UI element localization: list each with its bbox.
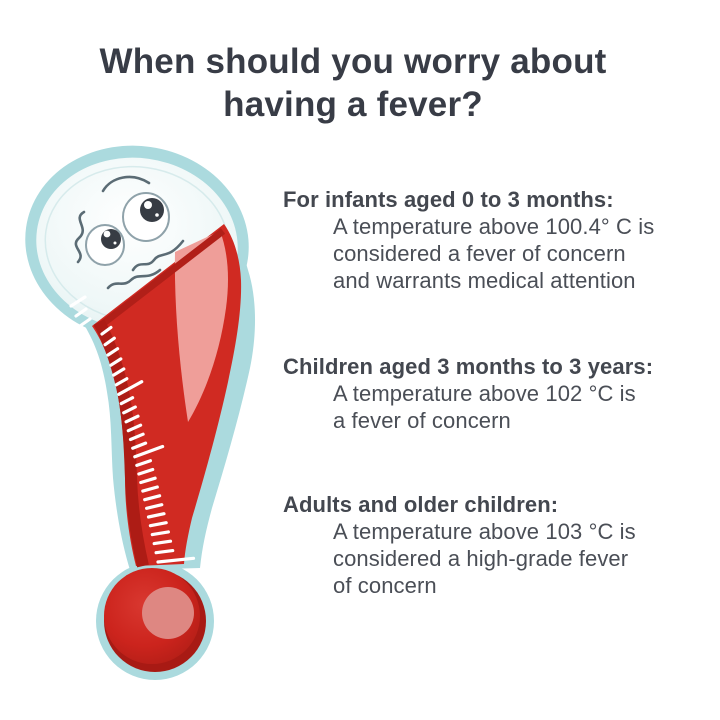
mercury-shadow-left (93, 319, 149, 568)
section-adults: Adults and older children: A temperature… (283, 491, 713, 599)
section-heading: Children aged 3 months to 3 years: (283, 354, 654, 379)
mouth-wave-lower (106, 268, 162, 290)
worried-face (74, 175, 185, 290)
section-body: A temperature above 102 °C is a fever of… (333, 381, 636, 433)
section-heading: For infants aged 0 to 3 months: (283, 187, 614, 212)
worry-squiggle (74, 210, 86, 264)
mercury-fill (92, 224, 242, 568)
scale-ticks (100, 325, 196, 564)
section-body: A temperature above 100.4° C is consider… (333, 214, 655, 293)
thermometer-bulb (104, 568, 206, 672)
worried-thermometer-icon (25, 145, 256, 680)
section-infants: For infants aged 0 to 3 months: A temper… (283, 186, 713, 294)
left-eye (85, 224, 125, 266)
right-eye (122, 192, 170, 242)
upper-scale-ticks (69, 295, 92, 328)
section-body: A temperature above 103 °C is considered… (333, 519, 636, 598)
section-children: Children aged 3 months to 3 years: A tem… (283, 353, 713, 434)
mercury-shadow-diagonal (93, 228, 226, 332)
eyebrow (101, 175, 151, 193)
page-title: When should you worry about having a fev… (99, 42, 607, 124)
mouth-wave-upper (131, 239, 185, 272)
mercury-highlight (174, 231, 228, 422)
section-heading: Adults and older children: (283, 492, 559, 517)
